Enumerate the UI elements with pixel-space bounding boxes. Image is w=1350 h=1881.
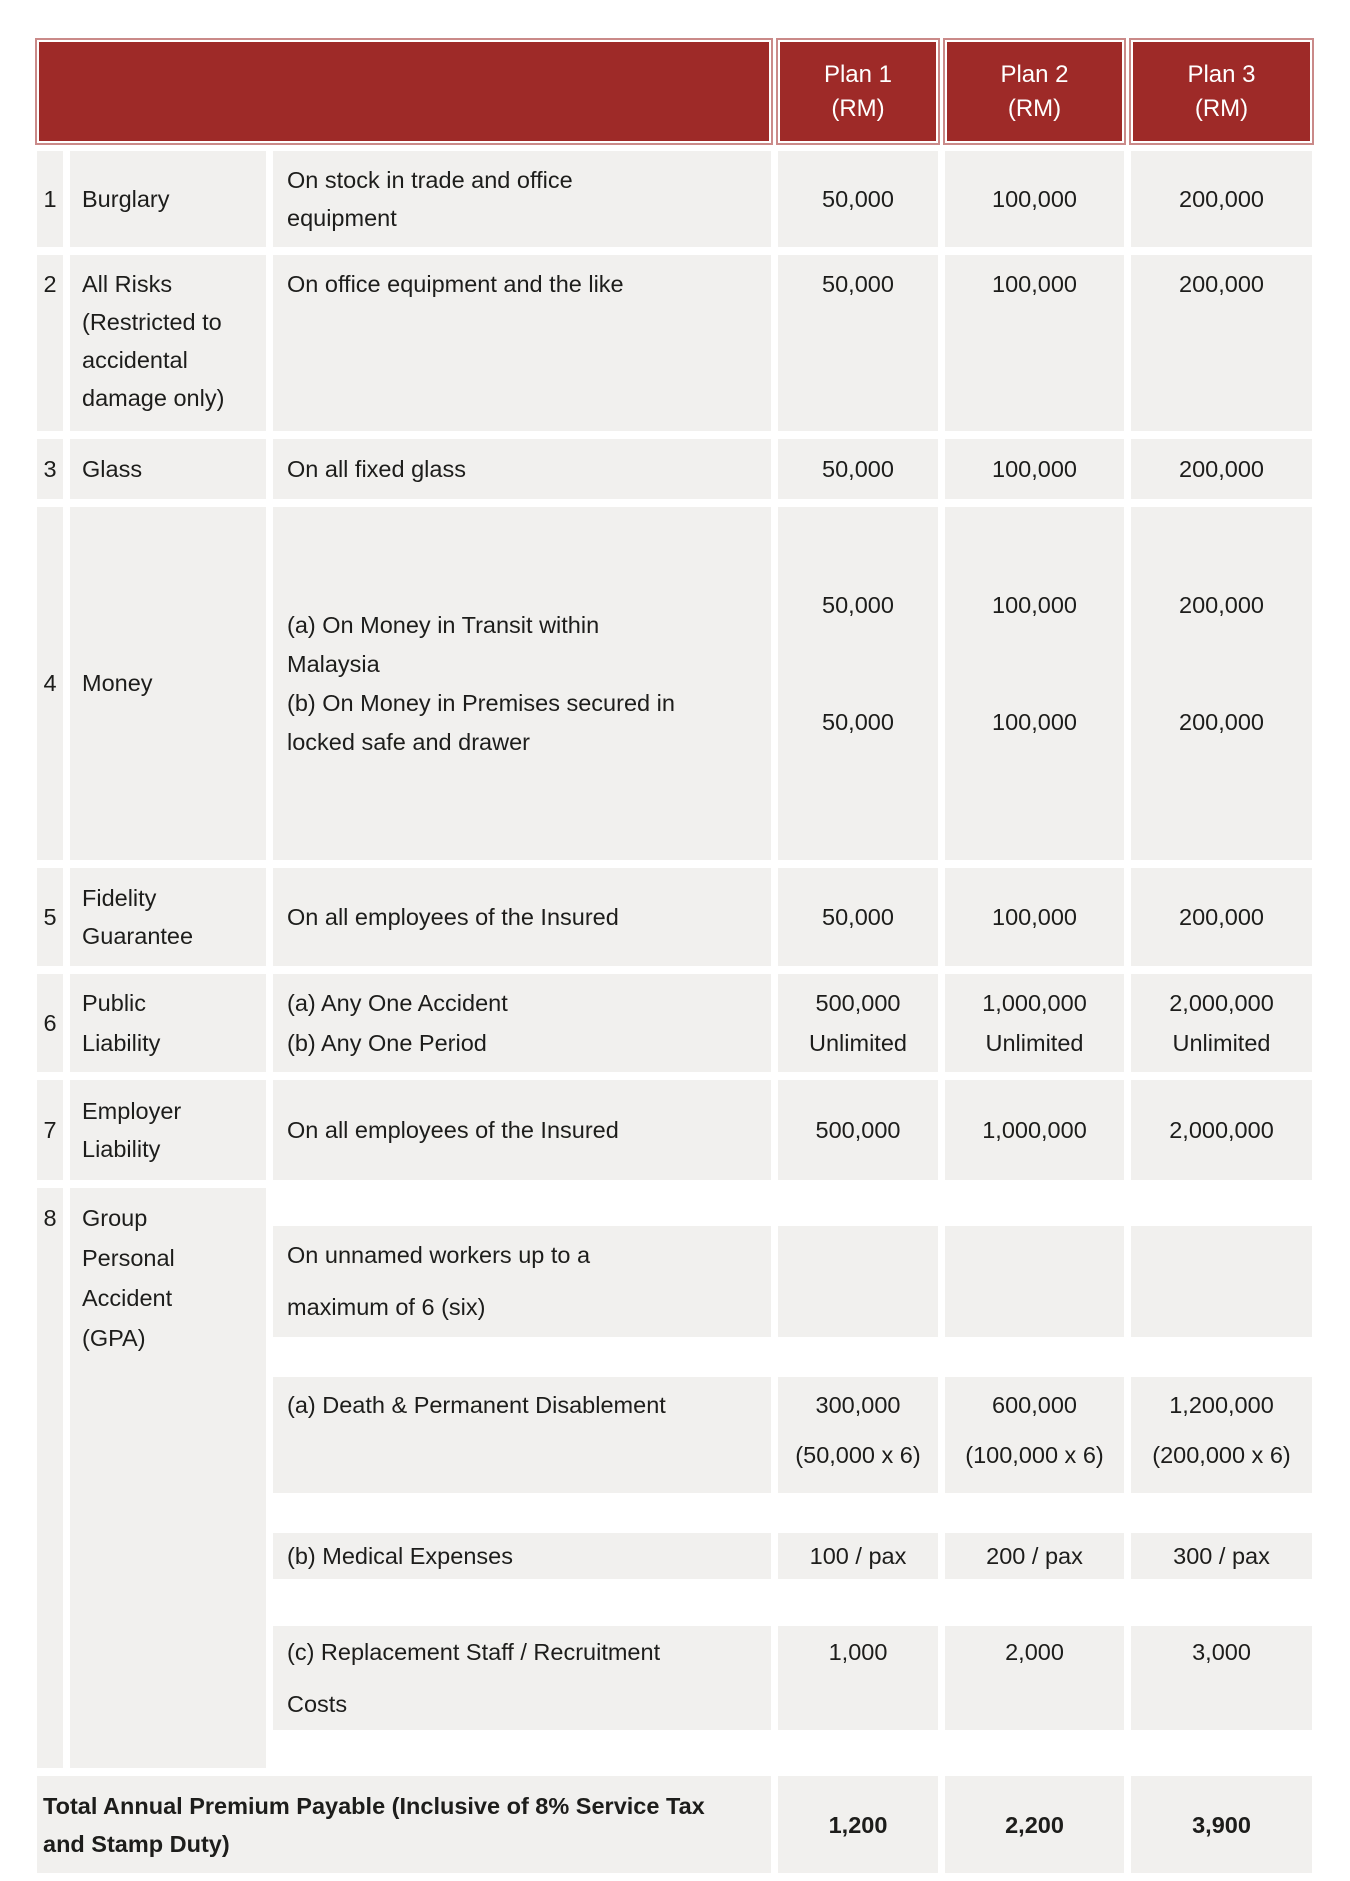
plan3-value: 200,000 <box>1131 255 1312 431</box>
row-number: 4 <box>37 507 63 860</box>
row-name: Money <box>70 507 266 860</box>
gpa-sub-description: (c) Replacement Staff / Recruitment Cost… <box>273 1626 771 1730</box>
table-row-fidelity-guarantee: 5 Fidelity Guarantee On all employees of… <box>37 868 1312 966</box>
gpa-sub-description: (b) Medical Expenses <box>273 1533 771 1579</box>
plan1-value: 50,000 <box>778 151 938 247</box>
plan1-value: 50,000 <box>778 255 938 431</box>
row-description: (a) Any One Accident (b) Any One Period <box>273 974 771 1072</box>
total-premium-row: Total Annual Premium Payable (Inclusive … <box>37 1776 1312 1873</box>
plan3-value-a: 200,000 <box>1179 592 1264 618</box>
row-description: (a) On Money in Transit within Malaysia … <box>273 507 771 860</box>
header-plan3-cell: Plan 3 (RM) <box>1131 40 1312 143</box>
plan3-value: 300 / pax <box>1131 1533 1312 1579</box>
plan3-value: 200,000 <box>1131 439 1312 499</box>
total-plan2-value: 2,200 <box>945 1776 1124 1873</box>
row-number: 8 <box>37 1188 63 1768</box>
row-description: On all employees of the Insured <box>273 868 771 966</box>
gpa-plan3-stack: 1,200,000 (200,000 x 6) 300 / pax 3,000 <box>1131 1188 1312 1768</box>
plan2-value-b: 100,000 <box>992 709 1077 735</box>
table-row-public-liability: 6 Public Liability (a) Any One Accident … <box>37 974 1312 1072</box>
plan3-value: 200,000 <box>1131 868 1312 966</box>
plan1-value: 500,000 Unlimited <box>778 974 938 1072</box>
plan3-value: 2,000,000 Unlimited <box>1131 974 1312 1072</box>
money-desc-b: (b) On Money in Premises secured in lock… <box>287 689 675 755</box>
plan1-value <box>778 1226 938 1337</box>
plan2-value: 2,000 <box>945 1626 1124 1730</box>
plan1-value: 1,000 <box>778 1626 938 1730</box>
table-row-money: 4 Money (a) On Money in Transit within M… <box>37 507 1312 860</box>
plan3-label: Plan 3 <box>1187 60 1256 88</box>
row-description: On stock in trade and office equipment <box>273 151 771 247</box>
table-row-all-risks: 2 All Risks (Restricted to accidental da… <box>37 255 1312 431</box>
plan1-value: 300,000 (50,000 x 6) <box>778 1377 938 1493</box>
plan1-value: 50,000 50,000 <box>778 507 938 860</box>
row-number: 5 <box>37 868 63 966</box>
row-name: Burglary <box>70 151 266 247</box>
plan2-value: 100,000 <box>945 439 1124 499</box>
plan1-value-b: 50,000 <box>822 709 894 735</box>
row-number: 6 <box>37 974 63 1072</box>
gpa-sub-description: On unnamed workers up to a maximum of 6 … <box>273 1226 771 1337</box>
gpa-plan1-stack: 300,000 (50,000 x 6) 100 / pax 1,000 <box>778 1188 938 1768</box>
plan2-value: 1,000,000 <box>945 1080 1124 1180</box>
row-description: On all employees of the Insured <box>273 1080 771 1180</box>
plan2-unit: (RM) <box>1007 94 1062 122</box>
plan3-value: 2,000,000 <box>1131 1080 1312 1180</box>
plan2-label: Plan 2 <box>1000 60 1069 88</box>
row-description: On office equipment and the like <box>273 255 771 431</box>
row-name: Employer Liability <box>70 1080 266 1180</box>
header-corner-cell <box>37 40 771 143</box>
row-name: Fidelity Guarantee <box>70 868 266 966</box>
row-name: Public Liability <box>70 974 266 1072</box>
plan3-value: 3,000 <box>1131 1626 1312 1730</box>
plan1-unit: (RM) <box>831 94 885 122</box>
row-description: On all fixed glass <box>273 439 771 499</box>
plan2-value <box>945 1226 1124 1337</box>
row-number: 7 <box>37 1080 63 1180</box>
plan3-value: 1,200,000 (200,000 x 6) <box>1131 1377 1312 1493</box>
table-row-glass: 3 Glass On all fixed glass 50,000 100,00… <box>37 439 1312 499</box>
plan1-value: 50,000 <box>778 439 938 499</box>
total-plan1-value: 1,200 <box>778 1776 938 1873</box>
gpa-sub-description: (a) Death & Permanent Disablement <box>273 1377 771 1493</box>
benefits-comparison-table: Plan 1 (RM) Plan 2 (RM) Plan 3 (RM) 1 Bu… <box>30 32 1319 1881</box>
money-desc-a: (a) On Money in Transit within Malaysia <box>287 611 600 677</box>
plan1-value-a: 50,000 <box>822 592 894 618</box>
plan1-value: 500,000 <box>778 1080 938 1180</box>
total-premium-label: Total Annual Premium Payable (Inclusive … <box>37 1776 771 1873</box>
gpa-description-stack: On unnamed workers up to a maximum of 6 … <box>273 1188 771 1768</box>
row-number: 2 <box>37 255 63 431</box>
table-row-employer-liability: 7 Employer Liability On all employees of… <box>37 1080 1312 1180</box>
header-plan2-cell: Plan 2 (RM) <box>945 40 1124 143</box>
table-row-group-personal-accident: 8 Group Personal Accident (GPA) On unnam… <box>37 1188 1312 1768</box>
row-number: 1 <box>37 151 63 247</box>
plan2-value: 1,000,000 Unlimited <box>945 974 1124 1072</box>
plan2-value: 100,000 <box>945 868 1124 966</box>
plan3-value <box>1131 1226 1312 1337</box>
row-name: Glass <box>70 439 266 499</box>
plan1-label: Plan 1 <box>823 60 893 88</box>
plan3-value: 200,000 200,000 <box>1131 507 1312 860</box>
plan1-value: 50,000 <box>778 868 938 966</box>
total-plan3-value: 3,900 <box>1131 1776 1312 1873</box>
header-plan1-cell: Plan 1 (RM) <box>778 40 938 143</box>
row-name: Group Personal Accident (GPA) <box>70 1188 266 1768</box>
plan3-value-b: 200,000 <box>1179 709 1264 735</box>
row-number: 3 <box>37 439 63 499</box>
plan2-value: 100,000 <box>945 151 1124 247</box>
plan3-value: 200,000 <box>1131 151 1312 247</box>
gpa-plan2-stack: 600,000 (100,000 x 6) 200 / pax 2,000 <box>945 1188 1124 1768</box>
row-name: All Risks (Restricted to accidental dama… <box>70 255 266 431</box>
table-row-burglary: 1 Burglary On stock in trade and office … <box>37 151 1312 247</box>
plan1-value: 100 / pax <box>778 1533 938 1579</box>
plan2-value: 600,000 (100,000 x 6) <box>945 1377 1124 1493</box>
plan3-unit: (RM) <box>1194 94 1249 122</box>
plan2-value: 200 / pax <box>945 1533 1124 1579</box>
plan2-value: 100,000 100,000 <box>945 507 1124 860</box>
header-row: Plan 1 (RM) Plan 2 (RM) Plan 3 (RM) <box>37 40 1312 143</box>
plan2-value-a: 100,000 <box>992 592 1077 618</box>
plan2-value: 100,000 <box>945 255 1124 431</box>
